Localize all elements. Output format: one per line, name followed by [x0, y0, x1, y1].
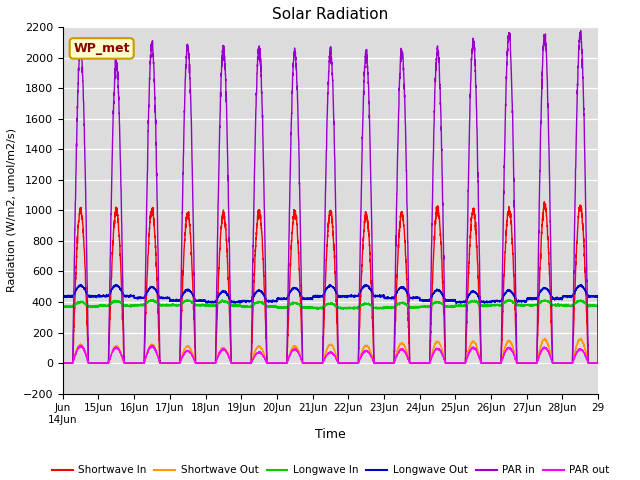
Longwave In — [310, 304, 318, 310]
Shortwave Out — [595, 360, 602, 366]
Longwave In — [218, 297, 226, 302]
Longwave Out — [481, 299, 488, 305]
Shortwave In — [594, 360, 602, 366]
Longwave Out — [594, 294, 602, 300]
Shortwave In — [59, 360, 67, 366]
Line: Shortwave In: Shortwave In — [63, 202, 598, 363]
Longwave In — [155, 301, 163, 307]
Shortwave Out — [541, 335, 549, 341]
PAR in — [594, 360, 602, 366]
Line: PAR in: PAR in — [63, 31, 598, 363]
PAR out — [149, 342, 157, 348]
Shortwave Out — [155, 357, 163, 362]
Longwave Out — [420, 298, 428, 304]
PAR in — [481, 360, 488, 366]
PAR out — [594, 360, 602, 366]
Shortwave Out — [481, 360, 488, 366]
Longwave In — [59, 303, 67, 309]
Longwave Out — [59, 293, 67, 299]
PAR in — [420, 360, 428, 366]
Longwave In — [595, 360, 602, 366]
Line: PAR out: PAR out — [63, 345, 598, 363]
Line: Longwave In: Longwave In — [63, 300, 598, 363]
PAR out — [421, 360, 429, 366]
Shortwave In — [595, 360, 602, 366]
PAR out — [595, 360, 602, 366]
Shortwave In — [420, 360, 428, 366]
Shortwave Out — [451, 360, 458, 366]
Title: Solar Radiation: Solar Radiation — [273, 7, 388, 22]
Shortwave Out — [420, 360, 428, 366]
Line: Shortwave Out: Shortwave Out — [63, 338, 598, 363]
Longwave In — [481, 303, 488, 309]
Y-axis label: Radiation (W/m2, umol/m2/s): Radiation (W/m2, umol/m2/s) — [7, 129, 17, 292]
Longwave Out — [595, 360, 602, 366]
Shortwave In — [310, 360, 318, 366]
Legend: Shortwave In, Shortwave Out, Longwave In, Longwave Out, PAR in, PAR out: Shortwave In, Shortwave Out, Longwave In… — [47, 461, 613, 480]
Shortwave In — [541, 199, 548, 204]
X-axis label: Time: Time — [315, 428, 346, 441]
PAR out — [156, 358, 163, 363]
Shortwave Out — [594, 360, 602, 366]
Shortwave In — [481, 360, 488, 366]
PAR in — [577, 28, 584, 34]
Line: Longwave Out: Longwave Out — [63, 285, 598, 363]
PAR out — [481, 360, 488, 366]
Longwave Out — [310, 295, 318, 300]
Longwave Out — [451, 298, 458, 304]
Longwave In — [451, 304, 458, 310]
PAR out — [59, 360, 67, 366]
Longwave In — [594, 303, 602, 309]
PAR in — [595, 360, 602, 366]
Longwave Out — [155, 293, 163, 299]
PAR out — [310, 360, 318, 366]
Longwave Out — [578, 282, 586, 288]
PAR in — [451, 360, 458, 366]
PAR in — [59, 360, 67, 366]
Text: WP_met: WP_met — [74, 42, 130, 55]
Shortwave In — [451, 360, 458, 366]
Longwave In — [421, 304, 429, 310]
Shortwave Out — [59, 360, 67, 366]
PAR in — [155, 303, 163, 309]
Shortwave Out — [310, 360, 318, 366]
Shortwave In — [155, 337, 163, 343]
PAR in — [310, 360, 318, 366]
PAR out — [451, 360, 458, 366]
